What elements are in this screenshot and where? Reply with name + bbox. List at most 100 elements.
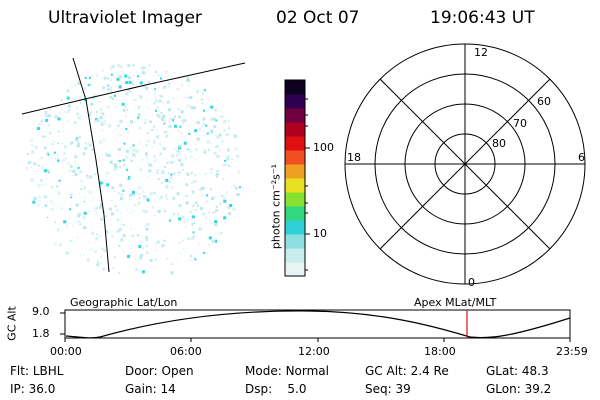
colorbar-band bbox=[285, 178, 305, 193]
image-pixel bbox=[83, 254, 85, 256]
image-pixel bbox=[131, 234, 134, 237]
image-pixel bbox=[94, 92, 96, 94]
image-pixel bbox=[172, 213, 175, 216]
image-pixel bbox=[146, 132, 149, 135]
status-mode: Mode: Normal bbox=[245, 364, 329, 378]
image-pixel bbox=[154, 102, 155, 104]
image-pixel bbox=[180, 84, 183, 87]
image-pixel bbox=[208, 212, 210, 214]
status-dsp: Dsp: 5.0 bbox=[245, 382, 307, 396]
image-pixel bbox=[120, 193, 124, 197]
image-pixel bbox=[75, 203, 79, 207]
image-pixel bbox=[177, 130, 180, 133]
image-pixel bbox=[195, 148, 198, 151]
image-pixel bbox=[101, 112, 105, 116]
image-pixel bbox=[147, 81, 149, 82]
image-pixel bbox=[146, 69, 148, 71]
image-pixel bbox=[111, 235, 115, 238]
image-pixel bbox=[100, 203, 103, 207]
image-pixel bbox=[123, 148, 125, 150]
image-pixel bbox=[36, 181, 38, 183]
image-pixel bbox=[154, 92, 156, 94]
image-pixel bbox=[192, 235, 195, 238]
image-pixel bbox=[78, 193, 80, 194]
image-pixel bbox=[163, 131, 165, 133]
image-pixel bbox=[93, 125, 95, 127]
image-pixel bbox=[139, 95, 143, 99]
image-pixel bbox=[103, 121, 107, 125]
image-pixel bbox=[211, 223, 213, 224]
image-pixel bbox=[147, 139, 150, 143]
image-pixel bbox=[222, 115, 224, 117]
image-pixel bbox=[125, 154, 127, 156]
image-pixel bbox=[228, 212, 231, 216]
image-pixel bbox=[54, 242, 57, 246]
image-pixel bbox=[30, 139, 33, 143]
image-pixel bbox=[160, 77, 162, 80]
image-pixel bbox=[159, 149, 161, 151]
altitude-plot-frame bbox=[64, 309, 571, 339]
image-pixel bbox=[121, 146, 123, 148]
status-ip: IP: 36.0 bbox=[10, 382, 56, 396]
image-pixel bbox=[99, 116, 103, 120]
image-pixel bbox=[113, 226, 115, 228]
image-pixel bbox=[58, 179, 61, 182]
colorbar-unit-label: photon cm⁻²s⁻¹ bbox=[269, 163, 283, 250]
image-pixel bbox=[123, 127, 125, 129]
image-pixel bbox=[41, 183, 44, 186]
image-pixel bbox=[96, 74, 98, 77]
image-pixel bbox=[37, 164, 40, 167]
image-pixel bbox=[95, 211, 98, 214]
image-pixel bbox=[181, 215, 185, 219]
image-pixel bbox=[118, 228, 122, 232]
image-pixel bbox=[63, 220, 67, 224]
image-pixel bbox=[129, 227, 132, 230]
image-pixel bbox=[94, 208, 96, 210]
image-pixel bbox=[200, 207, 204, 210]
image-pixel bbox=[138, 245, 142, 248]
image-pixel bbox=[205, 199, 209, 203]
image-pixel bbox=[72, 97, 75, 100]
image-pixel bbox=[155, 135, 159, 139]
image-pixel bbox=[99, 108, 101, 110]
image-pixel bbox=[95, 207, 98, 210]
image-pixel bbox=[95, 171, 99, 175]
alt-xtick-0000: 00:00 bbox=[50, 345, 82, 358]
image-pixel bbox=[208, 98, 210, 100]
image-pixel bbox=[190, 106, 194, 110]
image-pixel bbox=[63, 152, 66, 155]
image-pixel bbox=[166, 257, 169, 260]
image-pixel bbox=[158, 87, 160, 89]
image-pixel bbox=[46, 114, 50, 118]
image-pixel bbox=[125, 149, 129, 153]
image-pixel bbox=[84, 87, 86, 90]
image-pixel bbox=[185, 250, 187, 252]
image-pixel bbox=[190, 237, 194, 241]
image-pixel bbox=[72, 169, 76, 173]
image-pixel bbox=[237, 175, 239, 177]
image-pixel bbox=[77, 171, 79, 173]
image-pixel bbox=[161, 169, 163, 171]
alt-xtick-1200: 12:00 bbox=[298, 345, 330, 358]
image-pixel bbox=[118, 154, 120, 156]
image-pixel bbox=[109, 67, 113, 71]
image-pixel bbox=[77, 142, 80, 145]
image-pixel bbox=[128, 175, 131, 178]
image-pixel bbox=[142, 253, 144, 255]
image-pixel bbox=[119, 183, 123, 187]
image-pixel bbox=[186, 148, 189, 151]
status-flt: Flt: LBHL bbox=[10, 364, 64, 378]
image-pixel bbox=[205, 94, 207, 96]
image-pixel bbox=[202, 92, 204, 94]
image-pixel bbox=[154, 83, 157, 86]
image-pixel bbox=[225, 133, 229, 137]
image-pixel bbox=[191, 190, 195, 194]
image-pixel bbox=[149, 120, 152, 124]
image-pixel bbox=[172, 80, 174, 82]
image-pixel bbox=[141, 270, 145, 274]
image-pixel bbox=[36, 127, 40, 130]
image-pixel bbox=[125, 128, 128, 130]
image-pixel bbox=[196, 147, 198, 149]
image-pixel bbox=[198, 243, 200, 245]
polar-lat-80: 80 bbox=[492, 137, 506, 150]
